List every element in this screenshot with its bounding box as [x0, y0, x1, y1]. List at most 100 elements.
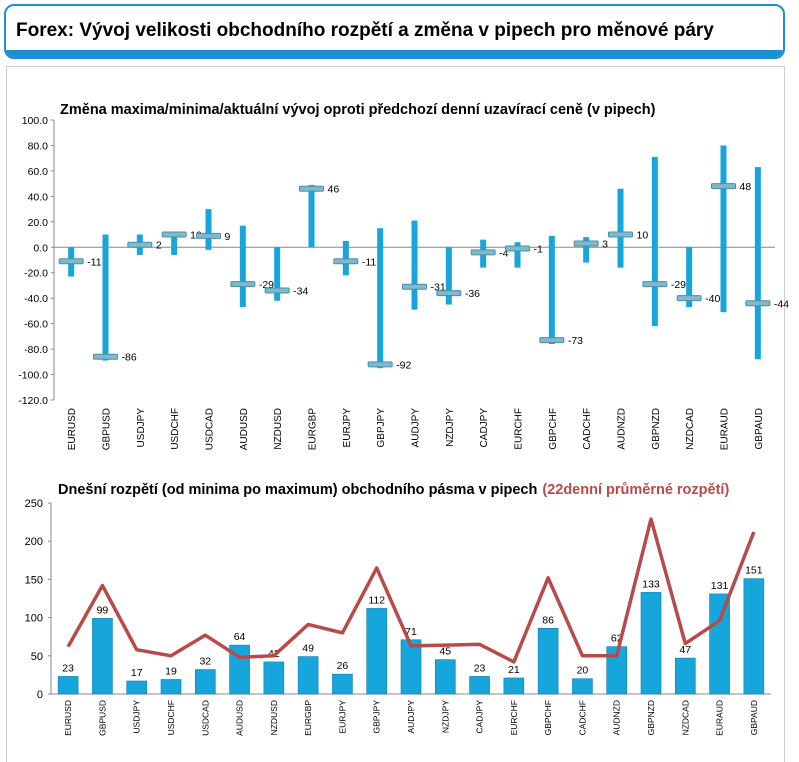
page-header: Forex: Vývoj velikosti obchodního rozpět… — [4, 4, 785, 59]
chart2-x-tick-label: GBPCHF — [543, 700, 553, 735]
chart2-x-tick-label: GBPNZD — [646, 700, 656, 735]
chart2-data-label: 19 — [165, 665, 177, 677]
charts-panel — [6, 66, 785, 762]
chart2-y-tick-label: 100 — [25, 613, 43, 625]
chart2-x-tick-label: USDJPY — [132, 700, 142, 734]
chart1-data-label: -40 — [705, 293, 720, 305]
chart2-bar — [572, 678, 593, 695]
chart2-bar — [537, 627, 559, 695]
chart2-bar — [640, 592, 662, 695]
chart1-data-label: -36 — [465, 288, 480, 300]
chart2-x-tick-label: EURAUD — [715, 700, 725, 736]
chart2-bar — [126, 680, 148, 695]
chart2-bar — [263, 661, 285, 695]
chart2-y-tick-label: 50 — [31, 651, 43, 663]
chart2-bar — [606, 646, 628, 695]
chart2-bar — [332, 673, 353, 695]
chart1-data-label: 46 — [328, 184, 340, 196]
chart2-data-label: 133 — [642, 578, 660, 590]
chart2-title: Dnešní rozpětí (od minima po maximum) ob… — [58, 482, 537, 498]
chart1-data-label: -11 — [87, 256, 102, 268]
chart2-x-tick-label: AUDJPY — [406, 700, 416, 734]
chart1-range-bar — [686, 247, 693, 308]
chart1-current-marker — [436, 290, 462, 297]
chart1-range-bar — [308, 184, 315, 248]
chart1-data-label: 3 — [602, 238, 608, 250]
chart1-range-bar — [342, 240, 349, 276]
chart2-x-tick-label: AUDNZD — [612, 700, 622, 735]
chart2-bar — [160, 679, 182, 695]
chart2-x-tick-label: CADCHF — [577, 700, 587, 735]
chart1-range-bar — [651, 156, 658, 327]
chart1-current-marker — [264, 287, 290, 294]
chart2-data-label: 47 — [679, 644, 691, 656]
chart1-range-bar — [583, 237, 590, 263]
chart2-data-label: 62 — [611, 633, 623, 645]
chart1-range-bar — [445, 247, 452, 305]
chart2-bar — [503, 677, 525, 695]
chart1-current-marker — [230, 281, 256, 288]
chart1-data-label: -29 — [671, 279, 686, 291]
chart1-y-tick-label: -20.0 — [24, 268, 48, 280]
chart1-data-label: -34 — [293, 286, 308, 298]
chart2-x-tick-label: GBPUSD — [97, 700, 107, 736]
chart1-x-tick-label: GBPUSD — [102, 408, 113, 450]
chart2-data-label: 99 — [97, 604, 109, 616]
chart2-bar — [366, 608, 388, 695]
chart2-y-tick-label: 150 — [25, 574, 43, 586]
chart2-bar — [674, 657, 696, 695]
chart1-x-tick-label: GBPCHF — [548, 408, 559, 450]
chart1-range-bar — [205, 209, 212, 250]
chart1-data-label: 10 — [637, 230, 649, 242]
chart1-data-label: -4 — [499, 247, 508, 259]
chart1-current-marker — [299, 185, 324, 192]
chart1-data-label: -1 — [534, 244, 543, 256]
chart2-x-tick-label: GBPAUD — [749, 700, 759, 735]
header-accent-bar — [6, 50, 783, 57]
chart1-current-marker — [470, 249, 496, 256]
chart1-y-tick-label: 80.0 — [28, 140, 49, 152]
chart1-x-tick-label: AUDNZD — [617, 408, 628, 450]
chart1-range-bar — [411, 220, 418, 310]
chart1-current-marker — [402, 283, 427, 290]
chart2-bar — [434, 659, 456, 695]
chart1-x-tick-label: USDCHF — [170, 408, 181, 450]
chart2-bar — [57, 676, 79, 695]
chart1-y-tick-label: 0.0 — [33, 242, 48, 254]
chart1-x-tick-label: EURUSD — [67, 408, 78, 450]
chart1-y-tick-label: -60.0 — [24, 319, 48, 331]
chart1-x-tick-label: USDCAD — [205, 408, 216, 450]
chart1-data-label: 48 — [740, 181, 752, 193]
chart2-data-label: 32 — [199, 656, 211, 668]
chart2-bar — [400, 639, 422, 695]
chart2-x-tick-label: CADJPY — [475, 700, 485, 734]
chart2-data-label: 64 — [234, 631, 246, 643]
chart2-data-label: 131 — [711, 580, 729, 592]
chart1-y-tick-label: -80.0 — [24, 344, 48, 356]
chart2-y-tick-label: 250 — [25, 498, 43, 510]
chart1-current-marker — [333, 258, 359, 265]
chart1-x-tick-label: NZDJPY — [445, 408, 456, 447]
chart1-current-marker — [711, 183, 736, 190]
chart1-data-label: -92 — [396, 359, 411, 371]
chart2-x-tick-label: NZDJPY — [440, 700, 450, 733]
chart1-x-tick-label: CADCHF — [582, 408, 593, 450]
chart2-x-tick-label: GBPJPY — [372, 700, 382, 734]
chart2-x-tick-label: EURJPY — [337, 700, 347, 734]
chart2-y-tick-label: 0 — [37, 689, 43, 701]
chart1-current-marker — [58, 258, 84, 265]
chart1-x-tick-label: NZDCAD — [685, 408, 696, 450]
chart1-range-bar — [274, 247, 281, 301]
chart1-x-tick-label: GBPNZD — [651, 408, 662, 450]
chart2-x-tick-label: EURGBP — [303, 700, 313, 736]
chart1-current-marker — [161, 231, 187, 238]
chart1-current-marker — [196, 232, 221, 239]
chart2-data-label: 112 — [368, 594, 385, 606]
chart2-data-label: 26 — [337, 660, 349, 672]
chart1-current-marker — [127, 241, 153, 248]
chart1-y-tick-label: -100.0 — [18, 370, 48, 382]
chart1-y-tick-label: 100.0 — [22, 115, 48, 127]
chart2-bar — [194, 669, 216, 695]
chart2-data-label: 21 — [508, 664, 520, 676]
chart1-data-label: -44 — [774, 298, 789, 310]
